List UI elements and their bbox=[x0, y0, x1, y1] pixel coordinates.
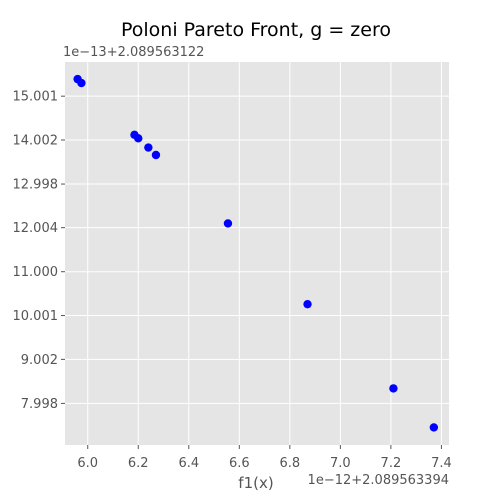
chart-title: Poloni Pareto Front, g = zero bbox=[121, 19, 391, 41]
plot-area bbox=[65, 62, 449, 445]
y-axis-ticks: 15.001 14.002 12.998 12.004 11.000 10.001 9.00… bbox=[13, 90, 65, 412]
y-tick-label: 11.000 bbox=[13, 265, 59, 280]
x-tick-label: 6.0 bbox=[77, 456, 98, 471]
y-tick-label: 12.004 bbox=[13, 221, 59, 236]
scatter-point bbox=[303, 299, 312, 309]
x-tick-label: 6.2 bbox=[128, 456, 149, 471]
x-tick-label: 7.4 bbox=[431, 456, 452, 471]
y-tick-label: 9.002 bbox=[21, 353, 58, 368]
grid-lines bbox=[65, 62, 449, 445]
scatter-point bbox=[223, 219, 233, 228]
y-tick-label: 14.002 bbox=[13, 134, 59, 149]
scatter-point bbox=[389, 384, 398, 393]
y-tick-label: 10.001 bbox=[13, 309, 59, 324]
y-tick-label: 7.998 bbox=[21, 397, 58, 412]
scatter-point bbox=[134, 134, 143, 143]
x-axis-ticks: 6.0 6.2 6.4 6.6 6.8 7.0 7.2 7.4 bbox=[77, 445, 452, 471]
data-points bbox=[73, 74, 439, 432]
y-tick-label: 15.001 bbox=[13, 90, 59, 105]
x-tick-label: 6.8 bbox=[279, 456, 300, 471]
x-tick-label: 6.4 bbox=[178, 456, 199, 471]
scatter-point bbox=[151, 150, 161, 160]
x-tick-label: 7.0 bbox=[330, 456, 351, 471]
x-tick-label: 6.6 bbox=[229, 456, 250, 471]
x-axis-label: f1(x) bbox=[238, 474, 273, 492]
y-tick-label: 12.998 bbox=[13, 178, 59, 193]
scatter-point bbox=[77, 78, 86, 88]
y-offset-label: 1e−13+2.089563122 bbox=[63, 45, 204, 60]
x-offset-label: 1e−12+2.089563394 bbox=[308, 473, 449, 488]
scatter-point bbox=[144, 143, 153, 152]
x-tick-label: 7.2 bbox=[381, 456, 402, 471]
scatter-point bbox=[429, 423, 439, 432]
